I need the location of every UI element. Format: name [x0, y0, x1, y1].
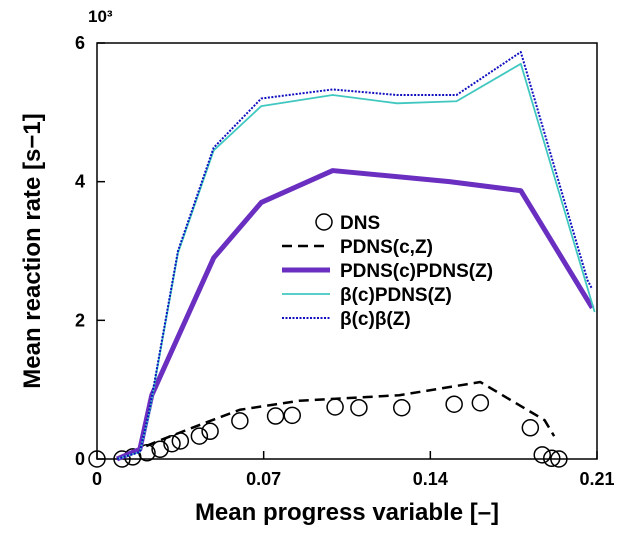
- x-tick-label: 0.07: [246, 469, 281, 489]
- data-point: [543, 449, 561, 468]
- y-multiplier: 10³: [88, 7, 113, 26]
- data-point: [393, 398, 411, 417]
- data-point: [471, 394, 490, 412]
- plot-frame: [96, 42, 598, 460]
- y-axis-label: Mean reaction rate [s−1]: [19, 113, 46, 388]
- y-tick-label: 4: [75, 172, 85, 192]
- data-point: [190, 427, 209, 445]
- data-point: [521, 419, 540, 437]
- data-point: [445, 395, 463, 413]
- data-point: [171, 432, 190, 450]
- data-line: [116, 51, 594, 460]
- x-tick-label: 0.14: [413, 469, 448, 489]
- data-line: [116, 380, 556, 461]
- y-tick-label: 6: [75, 33, 85, 53]
- y-tick-label: 0: [75, 449, 85, 469]
- legend-label: β(c)PDNS(Z): [340, 285, 452, 306]
- data-point: [113, 450, 131, 468]
- legend-label: β(c)β(Z): [340, 309, 411, 330]
- data-point: [231, 412, 249, 430]
- data-point: [350, 398, 368, 417]
- data-point: [163, 434, 181, 453]
- data-point: [326, 398, 344, 416]
- data-point: [283, 406, 301, 425]
- x-tick-label: 0.21: [579, 469, 614, 489]
- legend-label: DNS: [340, 213, 380, 234]
- data-line: [116, 168, 595, 462]
- legend-label: PDNS(c)PDNS(Z): [340, 261, 493, 282]
- data-point: [151, 440, 169, 459]
- data-point: [88, 450, 106, 468]
- data-point: [533, 446, 551, 464]
- data-point: [201, 422, 219, 441]
- x-tick-label: 0: [92, 469, 102, 489]
- x-axis-label: Mean progress variable [–]: [195, 499, 499, 526]
- data-point: [266, 407, 285, 425]
- legend-label: PDNS(c,Z): [340, 237, 433, 258]
- y-tick-label: 2: [75, 310, 85, 330]
- legend-symbol: [315, 213, 333, 231]
- data-point: [550, 450, 568, 468]
